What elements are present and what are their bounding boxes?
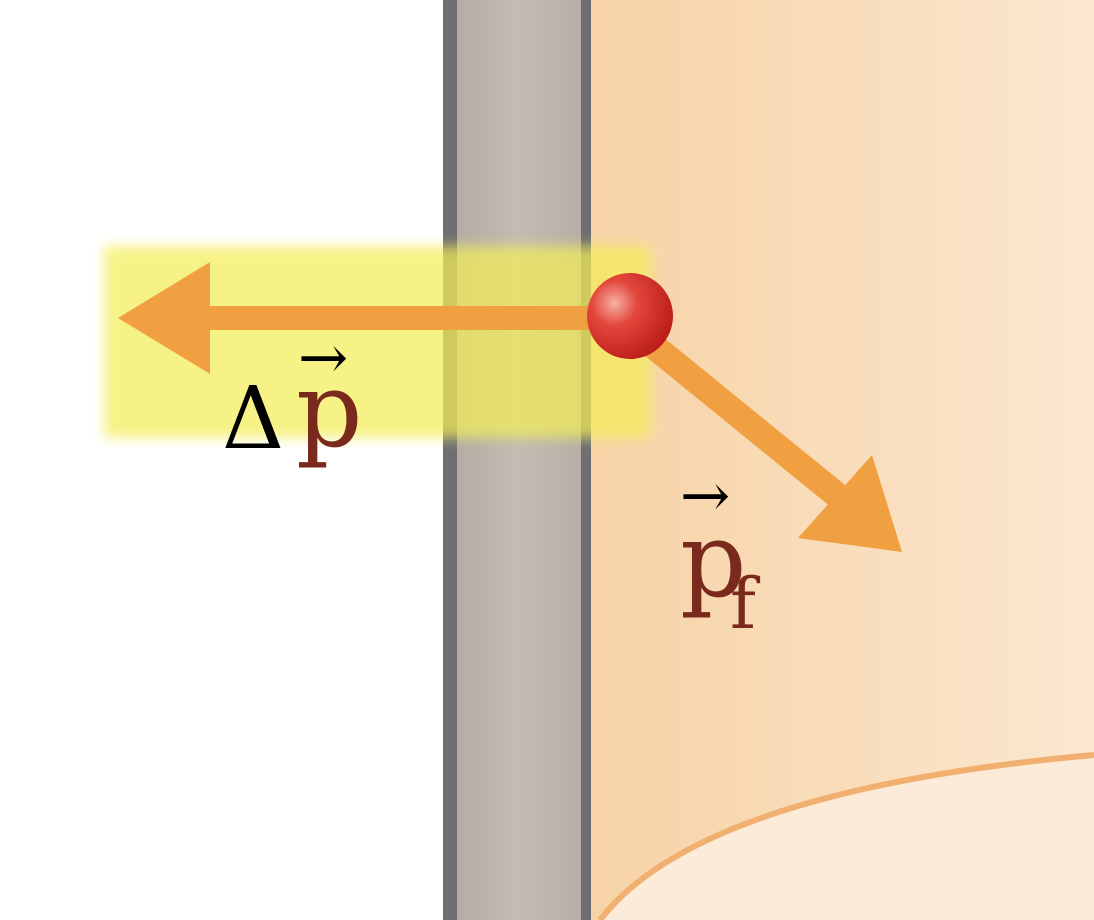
inner-region — [600, 755, 1094, 920]
delta-p-arrow — [118, 262, 595, 374]
p-final-arrow — [631, 324, 902, 552]
p-final-subscript: f — [730, 563, 761, 645]
p-final-symbol: p — [680, 499, 747, 621]
delta-p-symbol: p — [296, 349, 363, 471]
p-final-vector-arrow: → — [680, 461, 730, 531]
delta-symbol: Δ — [222, 369, 284, 469]
p-final-label: p f → — [680, 461, 761, 645]
ball — [587, 273, 673, 359]
delta-p-vector-arrow: → — [298, 323, 348, 393]
boundary-curve — [597, 752, 1094, 920]
delta-p-label: Δ p → — [222, 323, 363, 471]
background-left — [0, 0, 445, 920]
wall-left-edge — [443, 0, 457, 920]
wall-right-edge — [581, 0, 591, 920]
wall — [445, 0, 590, 920]
